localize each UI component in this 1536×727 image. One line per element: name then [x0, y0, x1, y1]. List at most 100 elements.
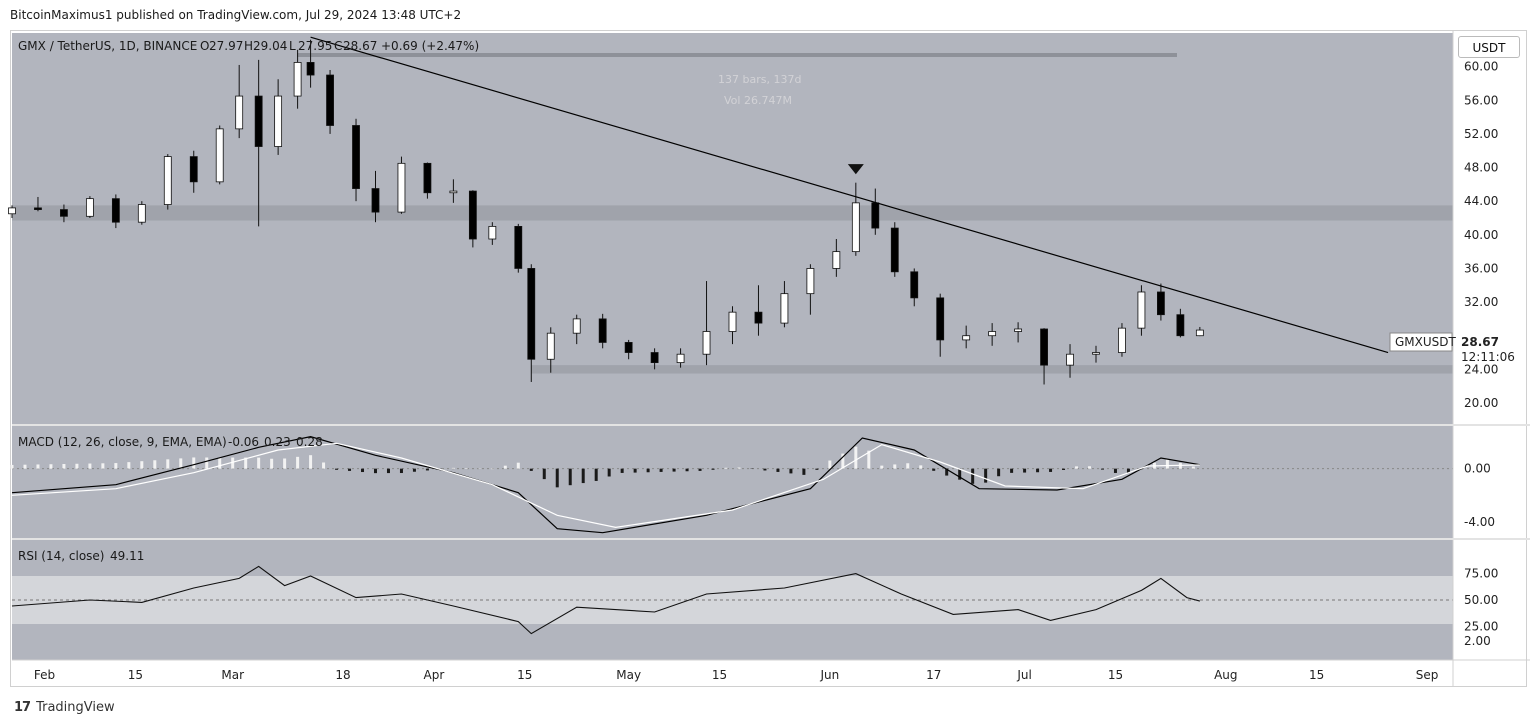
candle-body	[780, 293, 789, 324]
macd-histogram-bar	[958, 468, 962, 480]
macd-histogram-bar	[646, 468, 650, 473]
macd-histogram-bar	[296, 456, 300, 469]
candle-body	[189, 156, 198, 183]
macd-histogram-bar	[244, 457, 248, 469]
candle-body	[34, 207, 42, 210]
candle-body	[371, 188, 380, 213]
macd-histogram-bar	[399, 468, 403, 474]
macd-histogram-bar	[386, 468, 390, 474]
macd-histogram-bar	[867, 450, 871, 469]
macd-histogram-bar	[1165, 459, 1169, 469]
time-tick-label: Mar	[221, 668, 244, 682]
macd-histogram-bar	[348, 468, 352, 471]
macd-histogram-bar	[880, 465, 884, 469]
descending-trendline[interactable]	[310, 36, 1389, 354]
macd-histogram-bar	[542, 468, 546, 480]
price-tick-label: 44.00	[1464, 194, 1498, 208]
price-tick-label: 48.00	[1464, 161, 1498, 175]
ohlc-low-label: L	[289, 39, 296, 53]
time-tick-label: 15	[517, 668, 532, 682]
ticker-label-box	[1389, 332, 1453, 352]
macd-histogram-bar	[75, 463, 79, 469]
candle-body	[676, 353, 685, 364]
candle-body	[449, 190, 458, 194]
macd-histogram-bar	[516, 462, 520, 469]
candle-body	[890, 227, 899, 273]
time-tick-label: 18	[335, 668, 350, 682]
macd-histogram-bar	[555, 468, 559, 488]
candle-body	[728, 311, 737, 332]
macd-signal-line	[11, 442, 1200, 528]
macd-histogram-bar	[737, 467, 741, 469]
rsi-tick-label: 2.00	[1464, 634, 1491, 648]
macd-histogram-bar	[997, 468, 1001, 477]
macd-histogram-bar	[412, 468, 416, 472]
macd-histogram-bar	[1075, 466, 1079, 469]
macd-histogram-bar	[932, 468, 936, 471]
last-price: 28.67	[1461, 335, 1499, 349]
macd-histogram-bar	[101, 463, 105, 469]
candle-body	[527, 268, 536, 360]
ohlc-close-label: C	[334, 39, 342, 53]
footer-brand: TradingView	[36, 700, 115, 715]
candle-body	[111, 198, 120, 223]
macd-histogram-bar	[49, 464, 53, 469]
macd-histogram-bar	[620, 468, 624, 473]
price-tick-label: 24.00	[1464, 362, 1498, 376]
candle-body	[1137, 291, 1146, 329]
macd-histogram-bar	[503, 465, 507, 469]
candle-body	[962, 335, 971, 341]
macd-histogram-bar	[854, 446, 858, 469]
macd-histogram-bar	[919, 465, 923, 469]
candle-body	[468, 190, 477, 240]
macd-histogram-bar	[1088, 466, 1092, 469]
candle-body	[624, 342, 633, 353]
candle-body	[215, 128, 224, 183]
time-tick-label: Jul	[1016, 668, 1031, 682]
candle-body	[832, 251, 841, 269]
macd-histogram-bar	[1023, 468, 1027, 473]
candle-body	[650, 352, 659, 364]
macd-histogram-bar	[425, 468, 429, 471]
macd-histogram-bar	[309, 455, 313, 469]
price-tick-label: 32.00	[1464, 295, 1498, 309]
candle-body	[423, 162, 432, 194]
currency-button[interactable]: USDT	[1458, 36, 1520, 58]
macd-histogram-bar	[36, 464, 40, 469]
ticker-label: GMXUSDT	[1395, 335, 1457, 349]
macd-value-2: 0.23	[264, 435, 291, 449]
ohlc-change: +0.69 (+2.47%)	[381, 39, 479, 53]
macd-histogram-bar	[322, 462, 326, 469]
macd-histogram-bar	[166, 459, 170, 469]
tradingview-logo-icon: 17	[14, 700, 31, 715]
macd-histogram-bar	[205, 457, 209, 469]
macd-histogram-bar	[127, 462, 131, 469]
candle-body	[397, 162, 406, 213]
macd-histogram-bar	[724, 467, 728, 469]
macd-histogram-bar	[231, 457, 235, 469]
price-tick-label: 52.00	[1464, 127, 1498, 141]
ohlc-low: 27.95	[298, 39, 332, 53]
candle-body	[702, 331, 711, 355]
bar-countdown: 12:11:06	[1461, 350, 1515, 364]
macd-histogram-bar	[659, 468, 663, 472]
macd-histogram-bar	[841, 453, 845, 469]
candle-body	[910, 271, 919, 299]
candle-body	[851, 202, 860, 253]
candle-body	[546, 332, 555, 360]
measure-bars: 137 bars, 137d	[718, 73, 801, 86]
time-tick-label: Apr	[424, 668, 445, 682]
macd-histogram-bar	[568, 468, 572, 486]
macd-tick-label: 0.00	[1464, 462, 1491, 476]
macd-histogram-bar	[490, 468, 494, 470]
macd-histogram-bar	[698, 468, 702, 471]
macd-histogram-bar	[763, 468, 767, 471]
candle-body	[1176, 314, 1185, 337]
macd-histogram-bar	[789, 468, 793, 474]
macd-histogram-bar	[607, 468, 611, 477]
price-pane-bg	[12, 33, 1453, 424]
time-tick-label: Feb	[34, 668, 55, 682]
macd-histogram-bar	[451, 467, 455, 469]
rsi-tick-label: 75.00	[1464, 567, 1498, 581]
